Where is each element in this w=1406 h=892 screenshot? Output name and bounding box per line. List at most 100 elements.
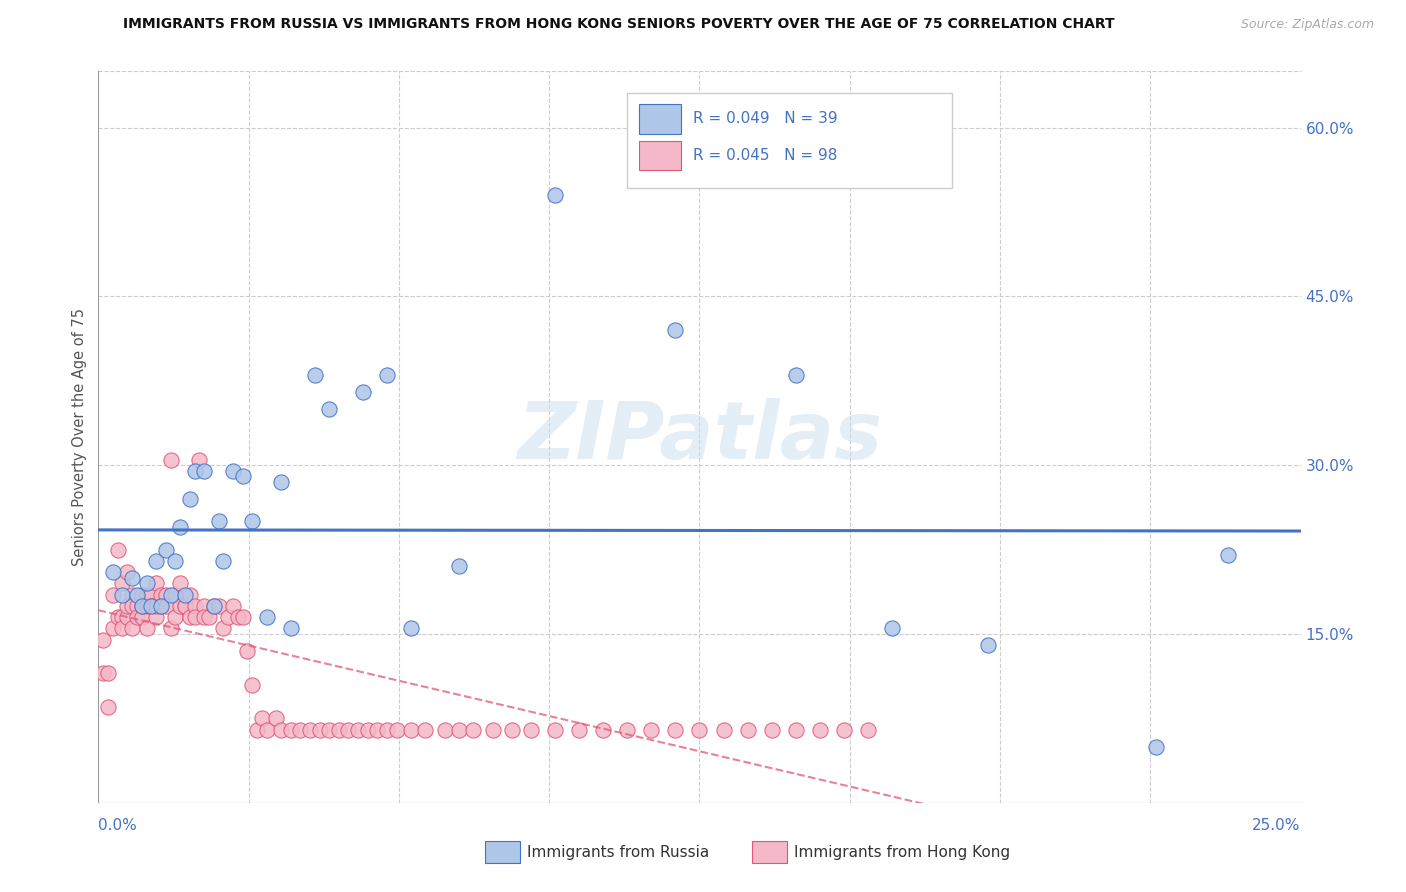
Point — [193, 599, 215, 613]
Point — [125, 599, 148, 613]
Point — [155, 542, 177, 557]
Point — [159, 621, 181, 635]
Point — [208, 599, 231, 613]
Text: R = 0.049   N = 39: R = 0.049 N = 39 — [693, 112, 838, 127]
Point — [880, 621, 903, 635]
Point — [141, 599, 163, 613]
Point — [202, 599, 225, 613]
Point — [131, 588, 153, 602]
Point — [121, 599, 143, 613]
Point — [125, 588, 148, 602]
Point — [193, 610, 215, 624]
Text: 0.0%: 0.0% — [98, 818, 138, 832]
Point — [616, 723, 638, 737]
Point — [298, 723, 321, 737]
Point — [713, 723, 735, 737]
Point — [1144, 739, 1167, 754]
FancyBboxPatch shape — [640, 141, 682, 170]
Text: Immigrants from Hong Kong: Immigrants from Hong Kong — [794, 846, 1011, 860]
Point — [761, 723, 783, 737]
Point — [193, 464, 215, 478]
Point — [188, 452, 211, 467]
Text: ZIPatlas: ZIPatlas — [517, 398, 882, 476]
Point — [226, 610, 249, 624]
Point — [308, 723, 330, 737]
Point — [183, 599, 205, 613]
Point — [159, 452, 181, 467]
Point — [808, 723, 831, 737]
Point — [232, 469, 254, 483]
Point — [111, 621, 134, 635]
Point — [149, 599, 172, 613]
Point — [101, 565, 124, 579]
Point — [689, 723, 711, 737]
Point — [165, 554, 187, 568]
Point — [101, 588, 124, 602]
Point — [183, 610, 205, 624]
Point — [256, 723, 278, 737]
Point — [240, 515, 263, 529]
Y-axis label: Seniors Poverty Over the Age of 75: Seniors Poverty Over the Age of 75 — [72, 308, 87, 566]
Point — [179, 610, 201, 624]
Point — [347, 723, 370, 737]
Point — [246, 723, 269, 737]
Text: 25.0%: 25.0% — [1253, 818, 1301, 832]
Point — [447, 723, 470, 737]
Point — [481, 723, 503, 737]
Point — [977, 638, 1000, 652]
Point — [304, 368, 326, 383]
Point — [111, 610, 134, 624]
Point — [145, 576, 167, 591]
Point — [212, 554, 235, 568]
Point — [266, 711, 288, 725]
Point — [415, 723, 437, 737]
Point — [357, 723, 380, 737]
Point — [785, 368, 807, 383]
Point — [366, 723, 388, 737]
Point — [664, 323, 686, 337]
Point — [155, 588, 177, 602]
Point — [145, 599, 167, 613]
Point — [174, 599, 197, 613]
Point — [165, 588, 187, 602]
Point — [236, 644, 259, 658]
Point — [737, 723, 759, 737]
Point — [250, 711, 273, 725]
Point — [91, 632, 114, 647]
Point — [318, 723, 340, 737]
Point — [141, 588, 163, 602]
Point — [135, 599, 157, 613]
Point — [222, 599, 245, 613]
Point — [240, 678, 263, 692]
Point — [121, 588, 143, 602]
Point — [179, 588, 201, 602]
Point — [169, 520, 191, 534]
Point — [328, 723, 350, 737]
Point — [544, 723, 567, 737]
Point — [135, 621, 157, 635]
Point — [169, 576, 191, 591]
Text: R = 0.045   N = 98: R = 0.045 N = 98 — [693, 148, 838, 163]
Point — [256, 610, 278, 624]
Point — [111, 588, 134, 602]
Point — [337, 723, 360, 737]
Point — [592, 723, 614, 737]
Point — [131, 599, 153, 613]
Point — [375, 368, 398, 383]
Point — [222, 464, 245, 478]
Point — [501, 723, 523, 737]
Point — [385, 723, 408, 737]
FancyBboxPatch shape — [640, 104, 682, 134]
Point — [145, 554, 167, 568]
Point — [174, 588, 197, 602]
Point — [155, 599, 177, 613]
Point — [117, 565, 139, 579]
Point — [149, 588, 172, 602]
Point — [785, 723, 807, 737]
Point — [352, 385, 374, 400]
Point — [145, 610, 167, 624]
Point — [208, 515, 231, 529]
Text: IMMIGRANTS FROM RUSSIA VS IMMIGRANTS FROM HONG KONG SENIORS POVERTY OVER THE AGE: IMMIGRANTS FROM RUSSIA VS IMMIGRANTS FRO… — [122, 17, 1115, 31]
Point — [121, 621, 143, 635]
Point — [232, 610, 254, 624]
